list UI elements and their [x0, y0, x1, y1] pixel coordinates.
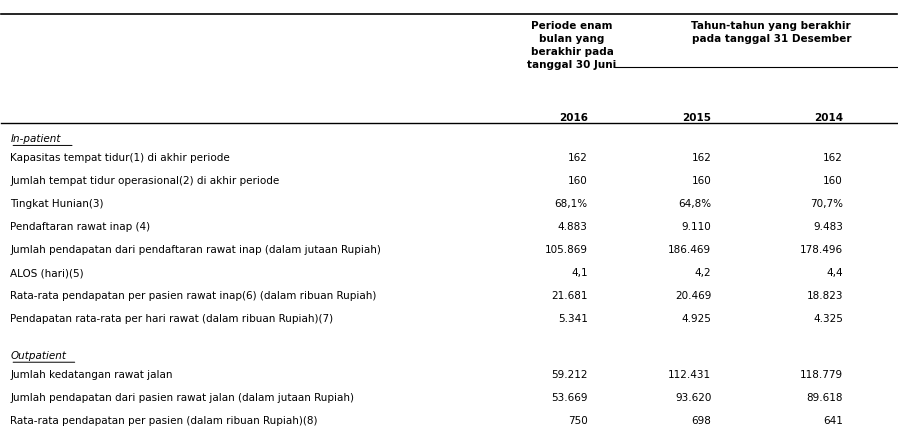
Text: 118.779: 118.779: [800, 370, 843, 380]
Text: Periode enam
bulan yang
berakhir pada
tanggal 30 Juni: Periode enam bulan yang berakhir pada ta…: [527, 21, 617, 70]
Text: 2014: 2014: [814, 113, 843, 123]
Text: 641: 641: [823, 416, 843, 426]
Text: Pendaftaran rawat inap (4): Pendaftaran rawat inap (4): [11, 222, 151, 232]
Text: Tahun-tahun yang berakhir
pada tanggal 31 Desember: Tahun-tahun yang berakhir pada tanggal 3…: [691, 21, 851, 44]
Text: 162: 162: [691, 153, 711, 163]
Text: 105.869: 105.869: [545, 245, 588, 255]
Text: 4.925: 4.925: [682, 314, 711, 324]
Text: Pendapatan rata-rata per hari rawat (dalam ribuan Rupiah)(7): Pendapatan rata-rata per hari rawat (dal…: [11, 314, 333, 324]
Text: 89.618: 89.618: [806, 393, 843, 403]
Text: Jumlah tempat tidur operasional(2) di akhir periode: Jumlah tempat tidur operasional(2) di ak…: [11, 176, 279, 186]
Text: 9.110: 9.110: [682, 222, 711, 232]
Text: 160: 160: [823, 176, 843, 186]
Text: 9.483: 9.483: [813, 222, 843, 232]
Text: Kapasitas tempat tidur(1) di akhir periode: Kapasitas tempat tidur(1) di akhir perio…: [11, 153, 230, 163]
Text: 70,7%: 70,7%: [810, 199, 843, 209]
Text: 18.823: 18.823: [806, 291, 843, 301]
Text: 750: 750: [568, 416, 588, 426]
Text: 64,8%: 64,8%: [678, 199, 711, 209]
Text: 698: 698: [691, 416, 711, 426]
Text: Jumlah pendapatan dari pasien rawat jalan (dalam jutaan Rupiah): Jumlah pendapatan dari pasien rawat jala…: [11, 393, 355, 403]
Text: 162: 162: [568, 153, 588, 163]
Text: In-patient: In-patient: [11, 134, 61, 144]
Text: 178.496: 178.496: [800, 245, 843, 255]
Text: 4,2: 4,2: [695, 268, 711, 278]
Text: 4.325: 4.325: [813, 314, 843, 324]
Text: Rata-rata pendapatan per pasien rawat inap(6) (dalam ribuan Rupiah): Rata-rata pendapatan per pasien rawat in…: [11, 291, 377, 301]
Text: 2015: 2015: [682, 113, 711, 123]
Text: 5.341: 5.341: [558, 314, 588, 324]
Text: Outpatient: Outpatient: [11, 351, 66, 361]
Text: 93.620: 93.620: [675, 393, 711, 403]
Text: 2016: 2016: [559, 113, 588, 123]
Text: 59.212: 59.212: [551, 370, 588, 380]
Text: Jumlah kedatangan rawat jalan: Jumlah kedatangan rawat jalan: [11, 370, 172, 380]
Text: 160: 160: [691, 176, 711, 186]
Text: 112.431: 112.431: [668, 370, 711, 380]
Text: 4,1: 4,1: [571, 268, 588, 278]
Text: 186.469: 186.469: [668, 245, 711, 255]
Text: 21.681: 21.681: [551, 291, 588, 301]
Text: 4.883: 4.883: [558, 222, 588, 232]
Text: 53.669: 53.669: [551, 393, 588, 403]
Text: Jumlah pendapatan dari pendaftaran rawat inap (dalam jutaan Rupiah): Jumlah pendapatan dari pendaftaran rawat…: [11, 245, 382, 255]
Text: 20.469: 20.469: [675, 291, 711, 301]
Text: 68,1%: 68,1%: [555, 199, 588, 209]
Text: ALOS (hari)(5): ALOS (hari)(5): [11, 268, 84, 278]
Text: Tingkat Hunian(3): Tingkat Hunian(3): [11, 199, 104, 209]
Text: 162: 162: [823, 153, 843, 163]
Text: 4,4: 4,4: [826, 268, 843, 278]
Text: Rata-rata pendapatan per pasien (dalam ribuan Rupiah)(8): Rata-rata pendapatan per pasien (dalam r…: [11, 416, 318, 426]
Text: 160: 160: [568, 176, 588, 186]
